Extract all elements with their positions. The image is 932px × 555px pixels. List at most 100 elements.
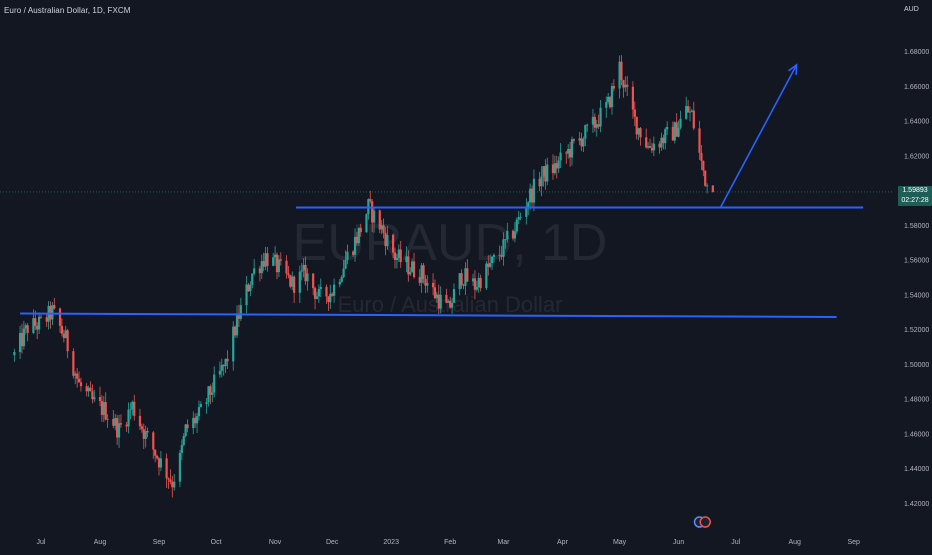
- candle-body: [452, 289, 456, 303]
- candle-body: [489, 263, 492, 267]
- candle-body: [405, 256, 408, 263]
- candle-body: [39, 316, 43, 318]
- candle-body: [586, 124, 589, 126]
- candle-body: [439, 294, 442, 309]
- candle-body: [272, 257, 275, 266]
- candle-body: [706, 185, 709, 187]
- candle-body: [580, 138, 583, 147]
- candle-body: [618, 61, 621, 89]
- candle-body: [447, 300, 450, 303]
- candle-body: [37, 316, 41, 330]
- candle-body: [420, 265, 423, 283]
- candle-body: [391, 234, 395, 253]
- x-tick-label: Sep: [153, 539, 166, 546]
- candle-body: [530, 188, 534, 203]
- candle-body: [192, 417, 195, 429]
- candle-body: [433, 287, 437, 299]
- candle-body: [631, 86, 635, 110]
- candle-body: [595, 124, 598, 128]
- candle-body: [559, 152, 562, 161]
- candle-body: [475, 287, 478, 290]
- candle-body: [173, 481, 176, 488]
- candle-body: [264, 253, 267, 267]
- candle-body: [685, 106, 688, 119]
- x-tick-label: Sep: [847, 539, 860, 546]
- candle-body: [332, 284, 336, 296]
- x-tick-label: Jul: [731, 539, 740, 546]
- candle-body: [473, 278, 477, 290]
- candle-body: [129, 409, 132, 411]
- candle-body: [218, 370, 222, 375]
- x-tick-label: Jul: [37, 539, 46, 546]
- candle-body: [584, 125, 587, 139]
- candle-body: [620, 61, 623, 81]
- current-price-value: 1.59893: [902, 187, 928, 194]
- candle-body: [178, 452, 182, 482]
- candle-body: [36, 326, 39, 330]
- candle-body: [313, 288, 317, 299]
- candle-body: [673, 122, 676, 141]
- x-tick-label: 2023: [383, 539, 399, 546]
- candle-body: [664, 129, 667, 144]
- support-line: [20, 312, 837, 318]
- candle-body: [24, 325, 27, 329]
- candle-body: [357, 227, 360, 244]
- candle-body: [704, 170, 707, 186]
- candle-body: [239, 305, 242, 319]
- candle-body: [369, 199, 372, 202]
- y-tick-label: 1.66000: [904, 84, 929, 91]
- y-tick-label: 1.58000: [904, 223, 929, 230]
- candle-body: [424, 279, 427, 286]
- candle-body: [692, 110, 695, 129]
- candle-body: [287, 273, 290, 276]
- candle-body: [565, 152, 568, 154]
- symbol-title: Euro / Australian Dollar, 1D, FXCM: [4, 6, 131, 15]
- candle-body: [171, 481, 174, 488]
- candle-body: [235, 313, 239, 336]
- candle-body: [645, 137, 648, 148]
- candle-body: [234, 326, 237, 336]
- candle-body: [98, 397, 102, 402]
- candle-body: [492, 254, 496, 257]
- candle-body: [650, 147, 654, 151]
- candle-body: [220, 364, 223, 371]
- candle-body: [605, 101, 608, 108]
- candle-body: [671, 126, 674, 141]
- candle-body: [262, 261, 265, 267]
- candle-body: [146, 431, 149, 433]
- candle-body: [74, 373, 77, 376]
- candle-body: [72, 351, 75, 376]
- candle-body: [249, 284, 252, 292]
- candle-body: [224, 358, 227, 367]
- candle-body: [570, 139, 574, 158]
- candle-body: [247, 284, 250, 292]
- candle-body: [285, 260, 288, 274]
- candle-body: [557, 160, 560, 169]
- candle-body: [485, 263, 488, 289]
- candle-body: [319, 286, 322, 289]
- candle-body: [610, 86, 614, 108]
- candle-body: [60, 325, 64, 334]
- candle-body: [612, 86, 615, 89]
- candle-body: [116, 418, 119, 438]
- candle-body: [205, 402, 208, 405]
- candle-body: [418, 277, 421, 283]
- candle-body: [608, 96, 612, 108]
- candle-body: [551, 164, 555, 174]
- candle-body: [199, 404, 202, 408]
- candle-body: [26, 325, 29, 333]
- y-tick-label: 1.52000: [904, 327, 929, 334]
- candle-body: [352, 251, 355, 255]
- candle-body: [359, 227, 362, 233]
- candle-body: [125, 424, 128, 427]
- candle-body: [51, 305, 54, 320]
- candle-body: [131, 401, 134, 410]
- candle-body: [133, 401, 136, 416]
- candle-body: [464, 268, 467, 286]
- candle-body: [378, 210, 381, 230]
- candle-body: [626, 84, 629, 87]
- annotation-layer[interactable]: [20, 63, 864, 318]
- candle-body: [89, 387, 92, 392]
